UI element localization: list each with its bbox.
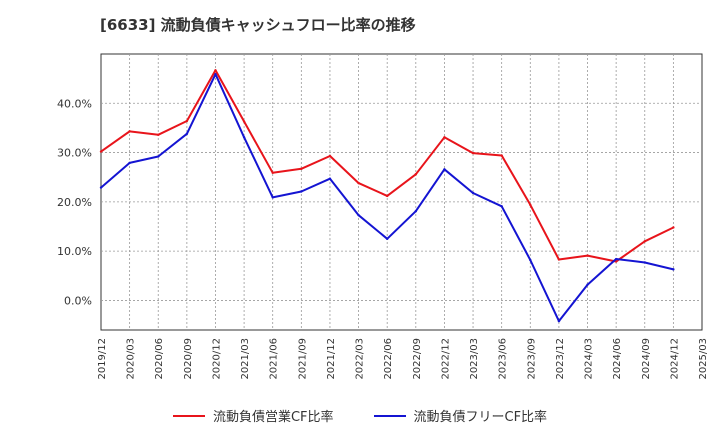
x-tick-label: 2021/12 [326, 338, 337, 380]
data-point-s0 [500, 154, 503, 157]
legend-label-free-cf: 流動負債フリーCF比率 [413, 410, 548, 425]
x-tick-label: 2021/06 [269, 338, 280, 380]
data-point-s1 [529, 258, 532, 262]
data-point-s1 [471, 191, 475, 195]
legend-swatch-operating-cf [172, 414, 205, 417]
y-tick-label: 0.0% [64, 294, 92, 307]
data-point-s0 [99, 150, 103, 153]
data-point-s1 [185, 132, 189, 136]
data-point-s1 [614, 257, 618, 261]
data-point-s0 [214, 69, 217, 72]
x-tick-label: 2019/12 [97, 338, 108, 380]
x-tick-label: 2020/03 [126, 338, 137, 380]
data-point-s0 [357, 181, 360, 185]
data-point-s1 [586, 283, 589, 286]
data-point-s0 [586, 254, 589, 257]
x-tick-label: 2025/03 [698, 338, 709, 380]
data-point-s0 [672, 226, 675, 229]
data-point-s0 [242, 120, 246, 123]
data-point-s0 [614, 260, 618, 263]
data-point-s1 [557, 319, 561, 323]
y-tick-label: 30.0% [57, 147, 92, 160]
data-point-s0 [643, 240, 646, 243]
data-point-s0 [414, 173, 418, 176]
legend-swatch-free-cf [373, 414, 406, 417]
x-tick-label: 2020/06 [154, 338, 165, 380]
data-point-s1 [357, 213, 360, 217]
legend-label-operating-cf: 流動負債営業CF比率 [212, 410, 334, 425]
data-point-s1 [443, 168, 446, 171]
data-point-s0 [300, 167, 303, 171]
data-point-s0 [557, 258, 561, 261]
data-point-s0 [271, 171, 274, 174]
x-tick-label: 2020/09 [183, 338, 194, 380]
axis-layer: 0.0% 10.0% 20.0% 30.0% 40.0% 2019/12 2020/03 20… [57, 97, 709, 379]
data-point-s1 [385, 237, 389, 241]
data-point-s1 [300, 190, 303, 193]
data-point-s0 [185, 119, 189, 123]
x-tick-label: 2021/03 [240, 338, 251, 380]
data-point-s0 [443, 136, 446, 139]
x-tick-label: 2024/09 [641, 338, 652, 380]
x-tick-label: 2024/06 [612, 338, 623, 380]
x-tick-label: 2022/03 [355, 338, 366, 380]
x-tick-label: 2024/03 [584, 338, 595, 380]
legend: 流動負債営業CF比率 流動負債フリーCF比率 [0, 406, 720, 425]
legend-item-operating-cf: 流動負債営業CF比率 [172, 406, 334, 425]
data-point-s0 [157, 133, 160, 137]
data-point-s0 [529, 203, 532, 207]
x-tick-label: 2023/06 [498, 338, 509, 380]
data-point-s1 [672, 268, 675, 271]
x-tick-label: 2022/06 [383, 338, 394, 380]
series-layer [99, 69, 675, 323]
x-tick-label: 2023/09 [526, 338, 537, 380]
data-point-s0 [385, 194, 389, 198]
plot-frame [100, 53, 703, 331]
data-point-s0 [328, 154, 332, 158]
x-tick-label: 2022/09 [412, 338, 423, 380]
data-point-s1 [500, 205, 503, 208]
x-tick-label: 2020/12 [211, 338, 222, 380]
y-tick-label: 10.0% [57, 245, 92, 258]
grid-layer [100, 53, 703, 331]
data-point-s1 [328, 177, 332, 180]
legend-item-free-cf: 流動負債フリーCF比率 [373, 406, 548, 425]
data-point-s1 [242, 136, 246, 139]
x-tick-label: 2021/09 [297, 338, 308, 380]
data-point-s1 [214, 73, 217, 76]
x-tick-label: 2024/12 [669, 338, 680, 380]
x-tick-label: 2022/12 [440, 338, 451, 380]
data-point-s1 [157, 155, 160, 158]
data-point-s1 [128, 161, 131, 165]
y-tick-label: 20.0% [57, 196, 92, 209]
chart-title: [6633] 流動負債キャッシュフロー比率の推移 [100, 16, 416, 34]
y-tick-label: 40.0% [57, 97, 92, 110]
data-point-s0 [471, 151, 475, 155]
data-point-s0 [128, 130, 131, 133]
x-tick-label: 2023/03 [469, 338, 480, 380]
data-point-s1 [414, 210, 418, 213]
x-tick-label: 2023/12 [555, 338, 566, 380]
data-point-s1 [643, 261, 646, 264]
data-point-s1 [271, 196, 274, 199]
data-point-s1 [99, 186, 103, 189]
